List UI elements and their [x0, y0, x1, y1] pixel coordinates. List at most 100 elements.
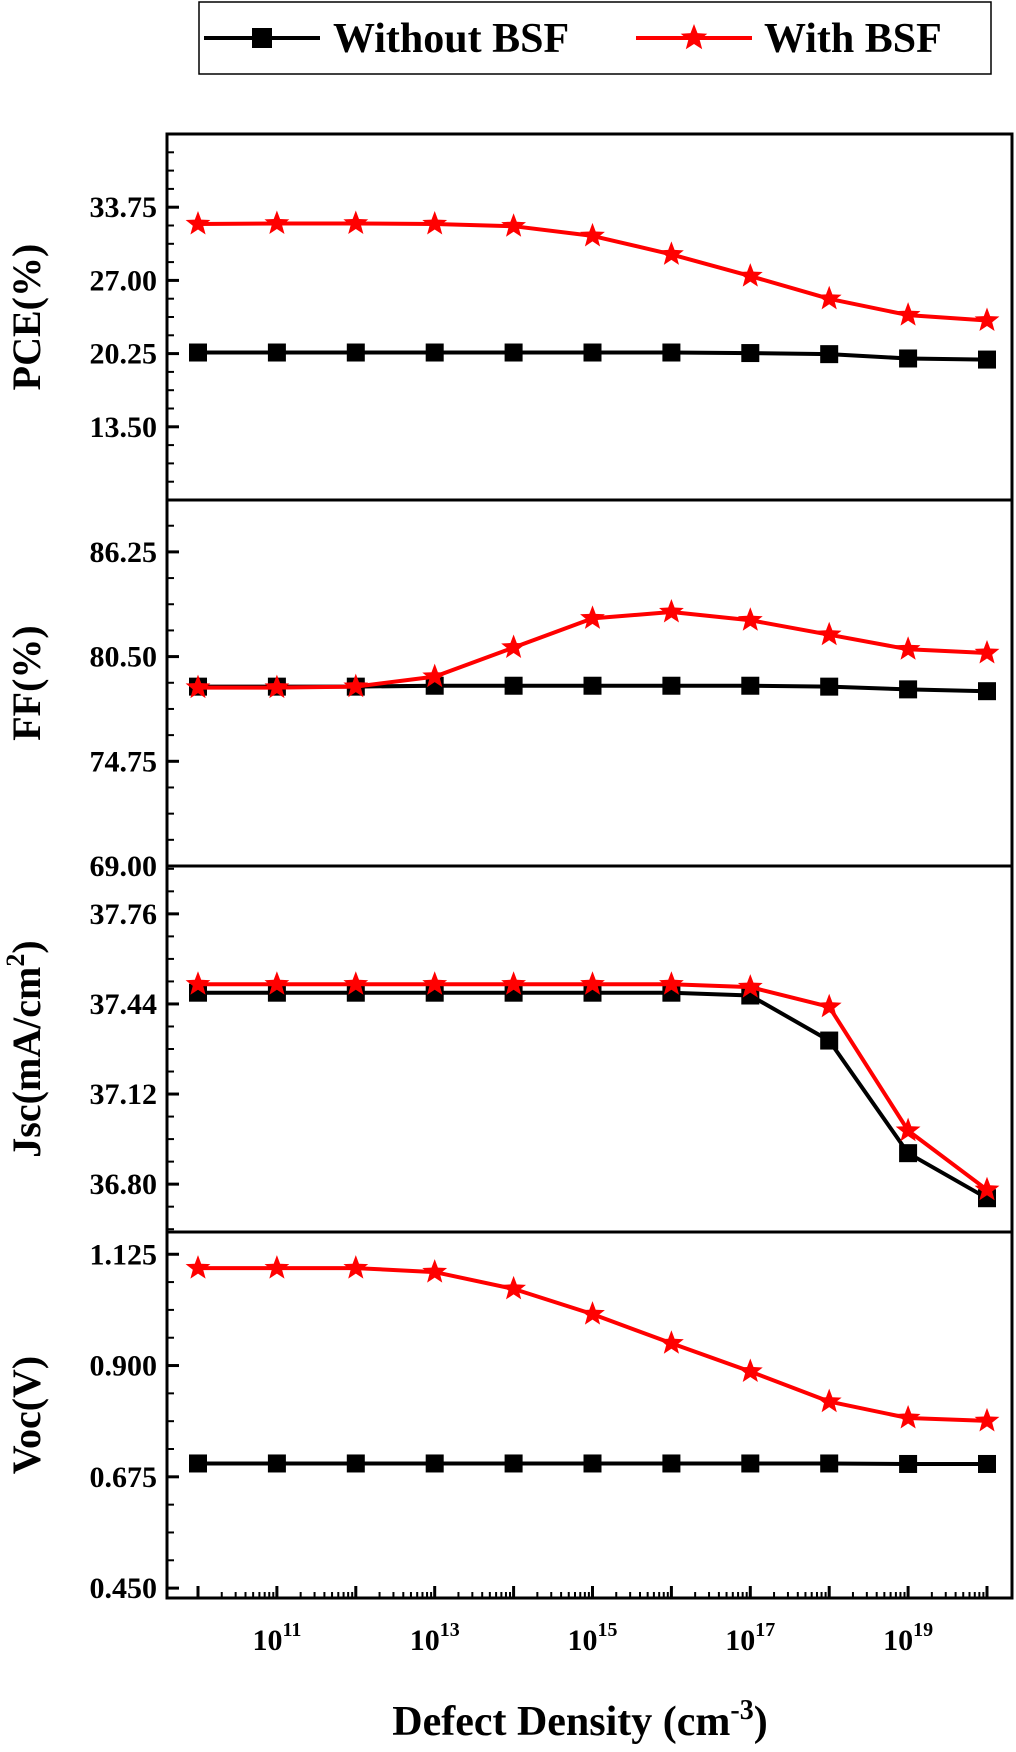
data-point-star	[580, 222, 605, 247]
y-tick-label: 13.50	[90, 411, 158, 444]
x-tick-label: 1015	[568, 1619, 618, 1657]
data-point-star	[501, 971, 526, 995]
data-point-star	[659, 1330, 684, 1354]
x-tick-label: 1019	[883, 1619, 933, 1657]
x-tick-label: 1011	[252, 1619, 301, 1657]
data-point-star	[185, 1255, 211, 1279]
data-point-square	[267, 1454, 286, 1473]
data-point-star	[895, 1117, 921, 1142]
data-point-star	[264, 674, 290, 699]
data-point-square	[820, 677, 839, 696]
y-tick-label: 37.44	[90, 988, 158, 1021]
y-axis-label: PCE(%)	[4, 244, 49, 391]
data-point-square	[504, 676, 523, 695]
panel-voc: 0.450 0.675 0.900 1.125 Voc(V)	[4, 1230, 1014, 1605]
data-point-square	[662, 343, 681, 362]
y-tick-label: 0.450	[90, 1572, 158, 1605]
panel-pce: 13.50 20.25 27.00 33.75 PCE(%)	[4, 132, 1014, 502]
plot-frame	[165, 132, 1014, 502]
x-axis-label: Defect Density (cm-3)	[392, 1695, 768, 1745]
legend: Without BSF With BSF	[198, 1, 992, 75]
data-point-star	[422, 1259, 448, 1283]
legend-marker-square	[252, 28, 272, 48]
y-axis-label: FF(%)	[4, 625, 49, 741]
y-tick-label: 20.25	[90, 338, 158, 371]
data-point-square	[189, 1454, 207, 1473]
data-point-square	[189, 343, 207, 362]
series-line-with-bsf	[198, 1266, 988, 1423]
y-tick-label: 27.00	[90, 264, 158, 297]
data-point-star	[501, 213, 526, 237]
data-point-star	[264, 210, 290, 234]
data-point-star	[659, 971, 684, 995]
data-point-star	[895, 1405, 921, 1429]
x-tick-labels: 1011 1013 1015 1017 1019	[196, 1586, 989, 1657]
data-point-square	[899, 349, 918, 368]
data-point-square	[425, 1454, 444, 1473]
data-point-square	[820, 1454, 839, 1473]
data-point-square	[346, 343, 365, 362]
y-tick-label: 37.12	[90, 1078, 158, 1111]
data-point-square	[899, 1144, 918, 1163]
data-point-square	[583, 343, 602, 362]
y-tick-label: 37.76	[90, 898, 158, 931]
data-point-star	[343, 1255, 369, 1279]
data-point-square	[741, 676, 760, 695]
data-point-star	[737, 263, 763, 287]
data-point-star	[974, 1407, 1000, 1432]
data-point-star	[343, 971, 369, 995]
data-point-square	[899, 1454, 918, 1473]
legend-entry-with-bsf: With BSF	[636, 16, 942, 62]
data-point-star	[422, 211, 448, 235]
data-point-square	[583, 1454, 602, 1473]
data-point-star	[737, 1358, 763, 1382]
data-point-square	[504, 1454, 523, 1473]
data-point-square	[741, 344, 760, 363]
data-point-star	[816, 621, 842, 646]
data-point-star	[343, 210, 369, 234]
data-point-star	[264, 1255, 290, 1279]
data-point-square	[820, 345, 839, 364]
series-line-with-bsf	[198, 982, 989, 1192]
data-point-star	[974, 640, 1000, 664]
data-point-star	[974, 307, 1000, 331]
data-point-star	[659, 599, 684, 623]
data-point-square	[978, 1454, 996, 1473]
data-point-square	[662, 676, 681, 695]
x-tick-label: 1013	[410, 1619, 460, 1657]
data-point-star	[737, 607, 763, 631]
legend-label-without-bsf: Without BSF	[333, 16, 569, 62]
data-point-square	[346, 1454, 365, 1473]
data-point-star	[580, 971, 605, 995]
data-point-star	[501, 634, 526, 658]
data-point-star	[343, 673, 369, 698]
series-line-without-bsf	[198, 990, 988, 1200]
y-tick-label: 1.125	[90, 1238, 158, 1271]
y-tick-label: 74.75	[90, 745, 158, 778]
data-point-star	[185, 211, 211, 235]
panel-ff: 69.00 74.75 80.50 86.25 FF(%)	[4, 498, 1014, 883]
data-point-star	[895, 636, 921, 660]
data-point-square	[425, 343, 444, 362]
x-axis-label-sup: -3	[730, 1695, 753, 1726]
data-point-square	[978, 682, 996, 701]
data-point-star	[264, 971, 290, 995]
data-point-square	[267, 343, 286, 362]
data-point-star	[816, 1388, 842, 1413]
data-point-star	[816, 285, 842, 310]
data-point-square	[583, 676, 602, 695]
data-point-square	[820, 1031, 839, 1050]
data-point-star	[737, 974, 763, 998]
data-point-star	[816, 993, 842, 1018]
data-point-star	[185, 971, 211, 995]
data-point-square	[899, 680, 918, 699]
data-point-star	[974, 1176, 1000, 1201]
y-axis-label: Voc(V)	[4, 1356, 49, 1475]
legend-box	[198, 1, 992, 75]
x-tick-label: 1017	[725, 1619, 775, 1657]
y-tick-label: 0.675	[90, 1461, 158, 1494]
data-point-square	[978, 350, 996, 369]
y-tick-label: 86.25	[90, 536, 158, 569]
data-point-star	[895, 302, 921, 326]
